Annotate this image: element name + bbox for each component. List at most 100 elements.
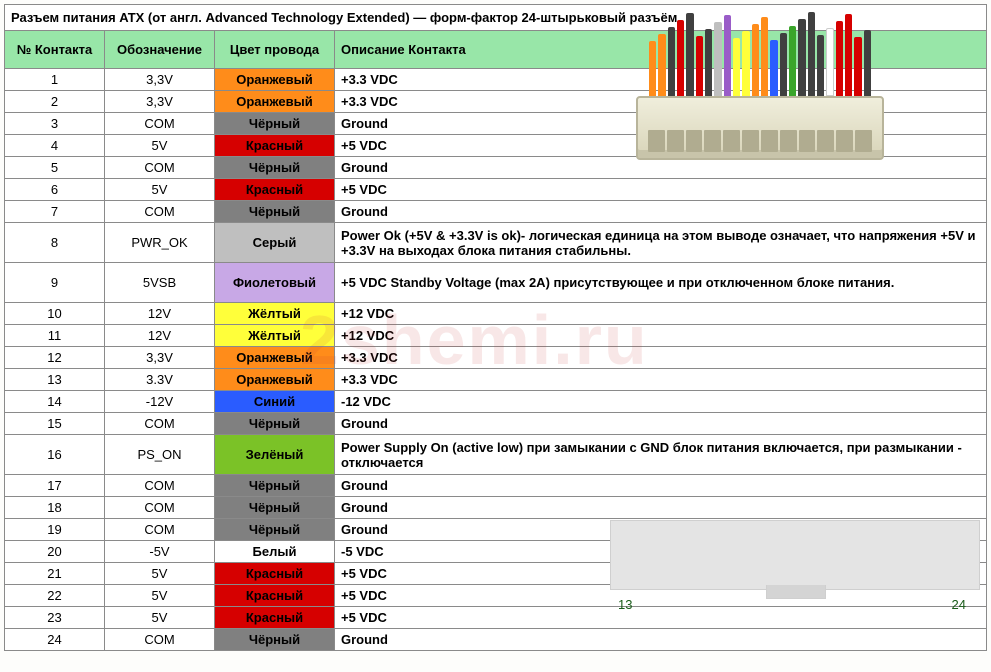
cell-designation: 5V <box>105 135 215 157</box>
cell-contact-number: 23 <box>5 607 105 629</box>
cell-contact-number: 18 <box>5 497 105 519</box>
cell-wire-color: Чёрный <box>215 413 335 435</box>
cell-wire-color: Чёрный <box>215 475 335 497</box>
cell-designation: COM <box>105 113 215 135</box>
cell-contact-number: 21 <box>5 563 105 585</box>
cell-wire-color: Чёрный <box>215 629 335 651</box>
cell-description: +12 VDC <box>335 325 987 347</box>
cell-description: Ground <box>335 157 987 179</box>
cell-contact-number: 15 <box>5 413 105 435</box>
cell-description: Power Ok (+5V & +3.3V is ok)- логическая… <box>335 223 987 263</box>
cell-wire-color: Оранжевый <box>215 91 335 113</box>
cell-designation: PWR_OK <box>105 223 215 263</box>
cell-description: Ground <box>335 201 987 223</box>
cell-designation: 12V <box>105 325 215 347</box>
header-num: № Контакта <box>5 31 105 69</box>
cell-description: +5 VDC <box>335 607 987 629</box>
cell-wire-color: Чёрный <box>215 157 335 179</box>
cell-designation: 5V <box>105 585 215 607</box>
table-row: 1112VЖёлтый+12 VDC <box>5 325 987 347</box>
cell-designation: 3.3V <box>105 369 215 391</box>
table-row: 13,3VОранжевый+3.3 VDC <box>5 69 987 91</box>
cell-wire-color: Оранжевый <box>215 69 335 91</box>
table-row: 5COMЧёрныйGround <box>5 157 987 179</box>
cell-designation: 3,3V <box>105 347 215 369</box>
cell-contact-number: 17 <box>5 475 105 497</box>
cell-wire-color: Красный <box>215 607 335 629</box>
cell-designation: COM <box>105 519 215 541</box>
diagram-label-24: 24 <box>952 597 966 612</box>
cell-contact-number: 7 <box>5 201 105 223</box>
cell-contact-number: 19 <box>5 519 105 541</box>
cell-contact-number: 10 <box>5 303 105 325</box>
header-label: Обозначение <box>105 31 215 69</box>
cell-wire-color: Красный <box>215 179 335 201</box>
cell-description: +3.3 VDC <box>335 347 987 369</box>
title-row: Разъем питания ATX (от англ. Advanced Te… <box>5 5 987 31</box>
cell-designation: 5V <box>105 179 215 201</box>
cell-designation: 3,3V <box>105 91 215 113</box>
cell-designation: COM <box>105 629 215 651</box>
cell-designation: -5V <box>105 541 215 563</box>
cell-designation: COM <box>105 157 215 179</box>
cell-wire-color: Чёрный <box>215 201 335 223</box>
table-row: 3COMЧёрныйGround <box>5 113 987 135</box>
cell-description: Power Supply On (active low) при замыкан… <box>335 435 987 475</box>
table-row: 123,3VОранжевый+3.3 VDC <box>5 347 987 369</box>
cell-designation: 5VSB <box>105 263 215 303</box>
cell-description: +12 VDC <box>335 303 987 325</box>
cell-designation: 5V <box>105 607 215 629</box>
diagram-label-13: 13 <box>618 597 632 612</box>
cell-description: +5 VDC <box>335 179 987 201</box>
cell-contact-number: 8 <box>5 223 105 263</box>
cell-contact-number: 11 <box>5 325 105 347</box>
cell-contact-number: 14 <box>5 391 105 413</box>
cell-wire-color: Оранжевый <box>215 347 335 369</box>
cell-description: Ground <box>335 475 987 497</box>
cell-designation: PS_ON <box>105 435 215 475</box>
cell-contact-number: 12 <box>5 347 105 369</box>
table-row: 133.3VОранжевый+3.3 VDC <box>5 369 987 391</box>
table-row: 14-12VСиний-12 VDC <box>5 391 987 413</box>
table-row: 24COMЧёрныйGround <box>5 629 987 651</box>
table-row: 17COMЧёрныйGround <box>5 475 987 497</box>
cell-description: -12 VDC <box>335 391 987 413</box>
cell-wire-color: Красный <box>215 585 335 607</box>
table-row: 65VКрасный+5 VDC <box>5 179 987 201</box>
cell-contact-number: 6 <box>5 179 105 201</box>
table-row: 16PS_ONЗелёныйPower Supply On (active lo… <box>5 435 987 475</box>
cell-designation: 12V <box>105 303 215 325</box>
cell-contact-number: 13 <box>5 369 105 391</box>
cell-contact-number: 5 <box>5 157 105 179</box>
table-row: 95VSBФиолетовый+5 VDC Standby Voltage (m… <box>5 263 987 303</box>
table-row: 15COMЧёрныйGround <box>5 413 987 435</box>
cell-description: +3.3 VDC <box>335 69 987 91</box>
cell-contact-number: 20 <box>5 541 105 563</box>
cell-wire-color: Синий <box>215 391 335 413</box>
cell-contact-number: 2 <box>5 91 105 113</box>
cell-wire-color: Оранжевый <box>215 369 335 391</box>
cell-designation: COM <box>105 475 215 497</box>
cell-wire-color: Белый <box>215 541 335 563</box>
table-row: 23,3VОранжевый+3.3 VDC <box>5 91 987 113</box>
cell-description: Ground <box>335 113 987 135</box>
cell-wire-color: Чёрный <box>215 497 335 519</box>
cell-wire-color: Красный <box>215 135 335 157</box>
table-row: 18COMЧёрныйGround <box>5 497 987 519</box>
cell-designation: 5V <box>105 563 215 585</box>
cell-designation: 3,3V <box>105 69 215 91</box>
diagram-body <box>610 520 980 590</box>
header-color: Цвет провода <box>215 31 335 69</box>
cell-wire-color: Чёрный <box>215 519 335 541</box>
cell-designation: COM <box>105 413 215 435</box>
cell-designation: -12V <box>105 391 215 413</box>
cell-wire-color: Красный <box>215 563 335 585</box>
cell-wire-color: Серый <box>215 223 335 263</box>
table-title: Разъем питания ATX (от англ. Advanced Te… <box>5 5 987 31</box>
pinout-diagram: 1 12 13 24 <box>610 520 980 590</box>
cell-contact-number: 3 <box>5 113 105 135</box>
cell-description: +3.3 VDC <box>335 369 987 391</box>
cell-wire-color: Жёлтый <box>215 325 335 347</box>
cell-contact-number: 9 <box>5 263 105 303</box>
cell-wire-color: Чёрный <box>215 113 335 135</box>
